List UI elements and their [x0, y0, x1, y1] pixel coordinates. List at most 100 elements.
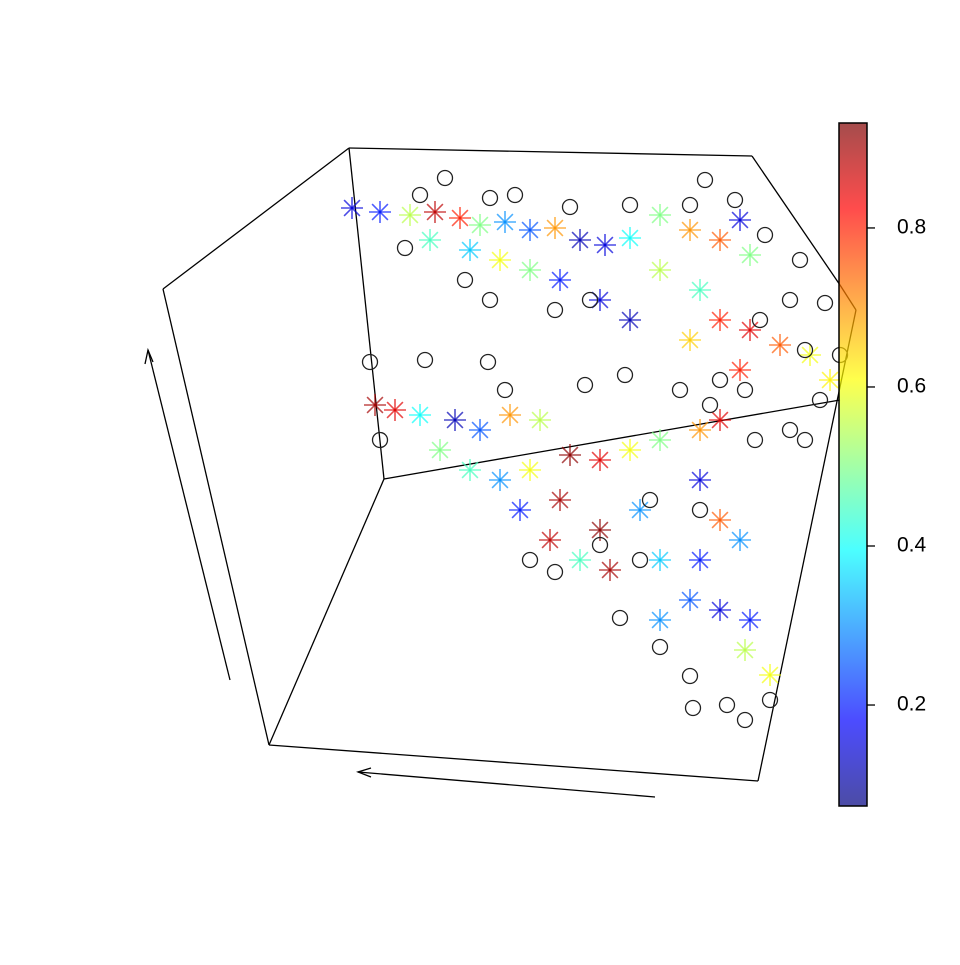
star-point — [649, 609, 671, 631]
star-point — [429, 439, 451, 461]
circle-point — [736, 381, 754, 399]
circle-point — [631, 551, 649, 569]
circle-point — [681, 196, 699, 214]
star-point — [739, 609, 761, 631]
star-point — [489, 469, 511, 491]
star-point — [544, 217, 566, 239]
star-point — [459, 459, 481, 481]
circle-point — [611, 609, 629, 627]
circle-point — [701, 396, 719, 414]
circle-point — [796, 431, 814, 449]
star-point — [739, 319, 761, 341]
star-point — [679, 589, 701, 611]
axis-arrows — [144, 347, 656, 798]
circle-point — [761, 691, 779, 709]
star-point — [519, 459, 541, 481]
star-point — [729, 209, 751, 231]
circle-point — [781, 421, 799, 439]
circle-point — [696, 171, 714, 189]
points — [341, 169, 849, 729]
circle-point — [361, 353, 379, 371]
star-point — [569, 549, 591, 571]
star-point — [689, 469, 711, 491]
circle-point — [506, 186, 524, 204]
star-point — [679, 219, 701, 241]
circle-point — [456, 271, 474, 289]
star-point — [769, 334, 791, 356]
star-point — [509, 499, 531, 521]
circle-point — [481, 291, 499, 309]
circle-point — [436, 169, 454, 187]
star-point — [384, 399, 406, 421]
star-point — [529, 409, 551, 431]
star-point — [709, 509, 731, 531]
circle-point — [591, 536, 609, 554]
star-point — [469, 419, 491, 441]
star-point — [519, 219, 541, 241]
star-point — [499, 404, 521, 426]
star-point — [709, 409, 731, 431]
circle-point — [581, 291, 599, 309]
star-point — [409, 404, 431, 426]
star-point — [449, 207, 471, 229]
circle-point — [561, 198, 579, 216]
circle-point — [736, 711, 754, 729]
star-point — [619, 227, 641, 249]
star-point — [649, 259, 671, 281]
star-point — [424, 201, 446, 223]
star-point — [549, 489, 571, 511]
star-point — [519, 259, 541, 281]
star-point — [364, 394, 386, 416]
colorbar-tick-label: 0.2 — [897, 693, 926, 716]
star-point — [739, 244, 761, 266]
colorbar-tick-label: 0.6 — [897, 375, 926, 398]
star-point — [729, 529, 751, 551]
circle-point — [479, 353, 497, 371]
star-point — [729, 359, 751, 381]
circle-point — [791, 251, 809, 269]
star-point — [369, 201, 391, 223]
circle-point — [684, 699, 702, 717]
star-point — [734, 639, 756, 661]
circle-point — [371, 431, 389, 449]
star-point — [489, 249, 511, 271]
circle-point — [691, 501, 709, 519]
circle-point — [816, 294, 834, 312]
star-point — [679, 329, 701, 351]
circle-point — [711, 371, 729, 389]
star-point — [559, 444, 581, 466]
star-point — [709, 599, 731, 621]
circle-point — [726, 191, 744, 209]
star-point — [619, 439, 641, 461]
star-point — [399, 204, 421, 226]
star-point — [709, 309, 731, 331]
circle-point — [396, 239, 414, 257]
box — [162, 147, 857, 782]
star-point — [689, 419, 711, 441]
star-point — [649, 204, 671, 226]
circle-point — [718, 696, 736, 714]
star-point — [341, 197, 363, 219]
star-point — [459, 239, 481, 261]
circle-point — [481, 189, 499, 207]
circle-point — [521, 551, 539, 569]
colorbar-fill — [838, 122, 868, 807]
circle-point — [651, 638, 669, 656]
star-point — [649, 429, 671, 451]
circle-point — [616, 366, 634, 384]
colorbar-tick-label: 0.8 — [897, 216, 926, 239]
circle-point — [781, 291, 799, 309]
star-point — [689, 549, 711, 571]
circle-point — [746, 431, 764, 449]
star-point — [649, 549, 671, 571]
circle-point — [811, 391, 829, 409]
star-point — [569, 229, 591, 251]
star-point — [594, 234, 616, 256]
star-point — [709, 229, 731, 251]
star-point — [629, 499, 651, 521]
star-point — [539, 529, 561, 551]
circle-point — [576, 376, 594, 394]
star-point — [619, 309, 641, 331]
star-point — [689, 279, 711, 301]
